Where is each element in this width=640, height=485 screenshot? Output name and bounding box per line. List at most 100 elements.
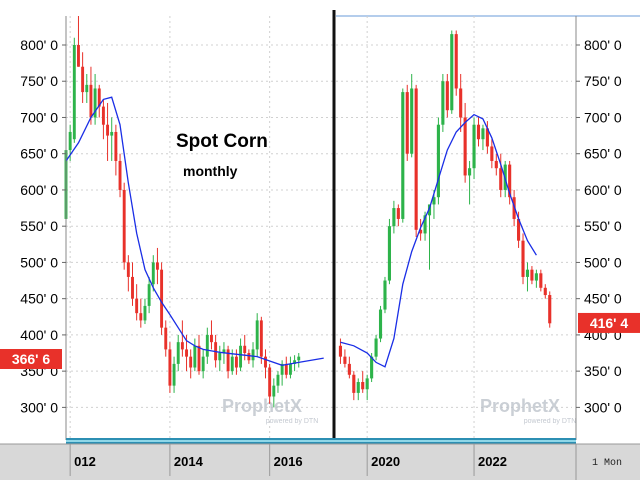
candle-body [525,269,530,277]
candle-body [459,88,463,118]
y-tick-label-left: 400' 0 [20,327,58,343]
y-tick-label-right: 600' 0 [584,182,622,198]
candle-body [441,81,445,125]
candle-body [370,356,374,379]
y-tick-label-left: 650' 0 [20,146,58,162]
candle-body [280,363,284,375]
candle-body [114,131,118,161]
candle-body [410,88,414,154]
candle-body [427,204,432,216]
candle-body [97,88,101,107]
candle-body [481,128,485,140]
candle-body [68,131,72,151]
y-tick-label-right: 450' 0 [584,291,622,307]
candle-body [185,349,188,357]
x-tick-label: 2022 [478,454,507,469]
candle-body [297,356,301,361]
candle-body [222,349,226,354]
last-price-label-left: 366' 6 [12,351,51,367]
candle-body [230,356,234,372]
candle-body [432,197,436,205]
y-tick-label-left: 800' 0 [20,37,58,53]
candle-body [450,34,454,111]
candle-body [365,378,369,390]
y-tick-label-right: 300' 0 [584,399,622,415]
y-tick-label-left: 600' 0 [20,182,58,198]
candle-body [276,374,280,386]
candle-body [89,84,93,118]
candle-body [151,262,155,285]
moving-average-line [340,113,537,368]
y-tick-label-left: 300' 0 [20,399,58,415]
candle-body [419,229,423,234]
candle-body [476,124,481,140]
candle-body [338,345,343,357]
chart-title: Spot Corn [176,131,268,152]
candle-body [284,363,288,375]
y-tick-label-right: 500' 0 [584,254,622,270]
x-tick-label: 2014 [174,454,204,469]
moving-average-line [65,96,324,366]
candle-body [485,128,489,147]
candle-body [239,345,243,368]
candle-body [539,273,543,288]
candle-body [517,218,521,241]
candle-body [347,363,351,375]
candle-body [288,363,292,375]
candle-body [463,117,467,176]
x-tick-label: 012 [74,454,96,469]
last-price-label-right: 416' 4 [590,315,629,331]
candle-body [396,208,400,219]
candle-body [401,92,405,219]
candle-body [155,262,159,270]
candle-body [126,262,130,277]
candle-body [189,356,193,368]
candle-body [131,276,134,299]
y-tick-label-right: 750' 0 [584,73,622,89]
candle-body [494,160,498,169]
candle-body [218,353,222,361]
candle-body [180,342,184,350]
candle-body [508,164,512,198]
candle-body [118,160,122,190]
candle-body [81,66,85,93]
candle-body [521,240,525,277]
candle-body [445,81,449,111]
candle-body [405,92,409,154]
x-axis-bar [0,444,640,480]
candle-body [139,313,143,321]
candle-body [361,382,365,390]
candle-body [172,363,176,386]
y-tick-label-left: 700' 0 [20,109,58,125]
candle-body [210,334,213,343]
prophetx-watermark: ProphetX [222,396,302,416]
candle-body [472,124,476,147]
candle-body [247,353,251,361]
candle-body [106,124,110,136]
candle-body [378,309,383,339]
candle-body [93,88,97,118]
candle-body [272,385,276,397]
x-tick-label: 2020 [371,454,400,469]
candle-body [259,320,263,357]
watermark-subtext: powered by DTN [524,418,577,425]
candle-body [352,374,356,393]
y-tick-label-right: 550' 0 [584,218,622,234]
y-tick-label-left: 450' 0 [20,291,58,307]
candle-body [423,215,427,234]
candle-body [468,168,472,176]
candle-body [197,345,201,372]
watermark-subtext: powered by DTN [266,418,319,425]
candle-body [164,327,168,350]
time-scroll-strip-highlight [66,440,576,442]
candle-body [472,146,476,169]
y-tick-label-left: 550' 0 [20,218,58,234]
candle-body [85,84,89,93]
y-tick-label-right: 350' 0 [584,363,622,379]
candle-body [268,367,272,397]
candle-body [387,226,391,281]
candle-body [101,106,105,125]
